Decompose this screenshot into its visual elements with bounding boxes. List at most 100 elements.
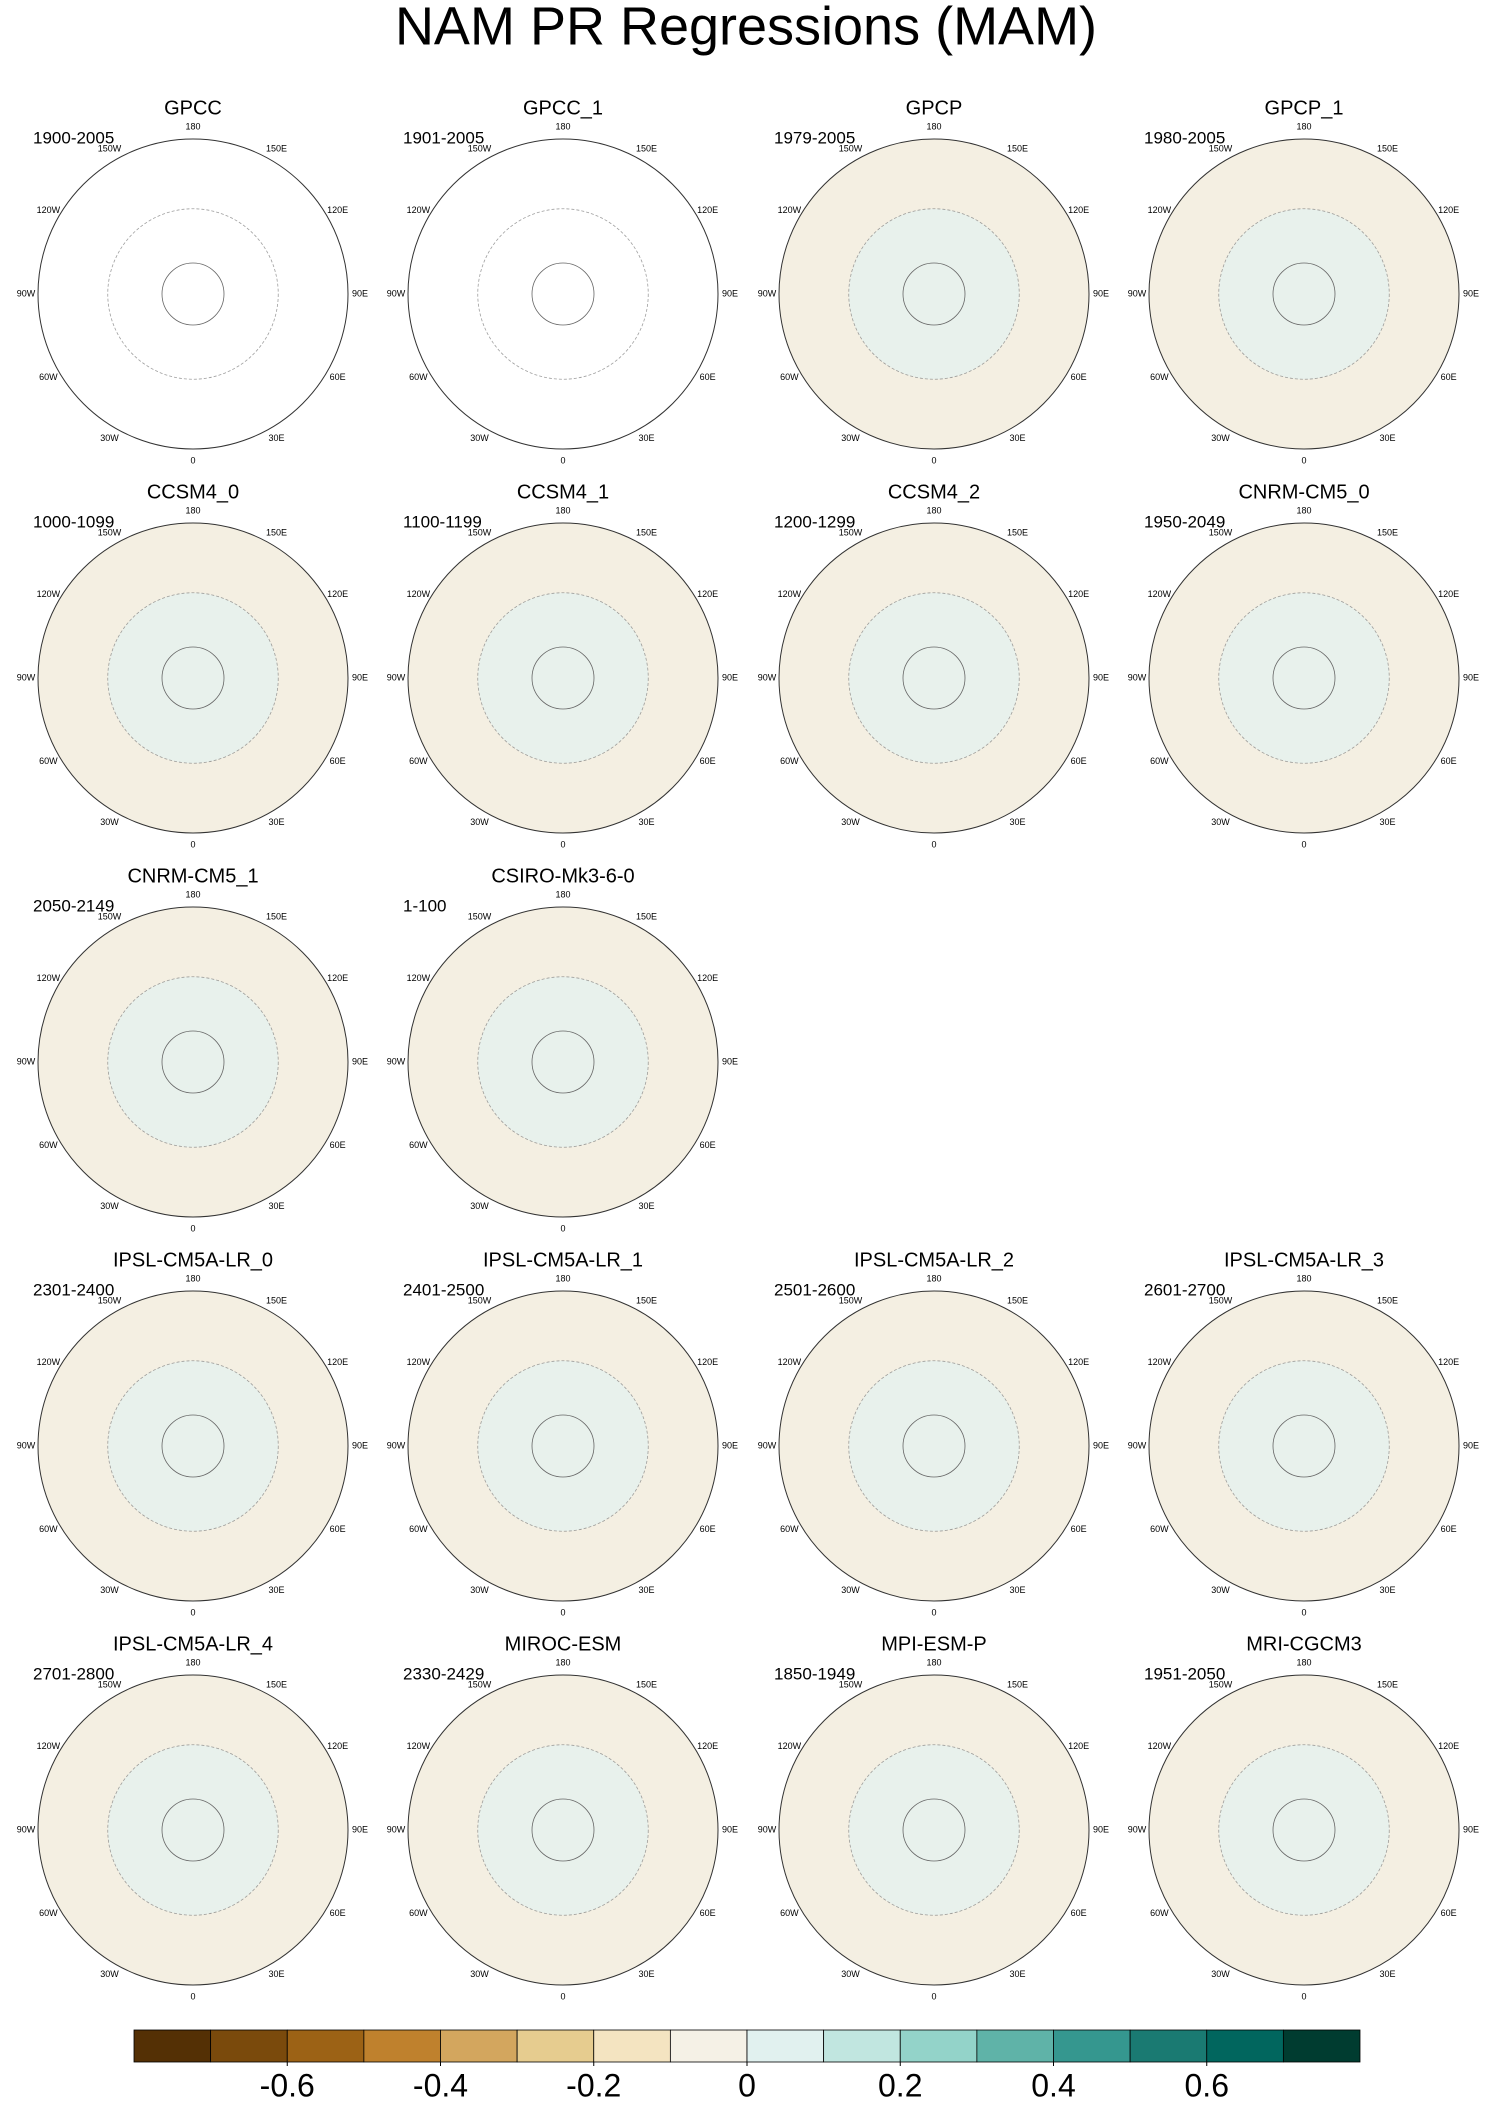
panel-period: 1901-2005: [403, 128, 484, 147]
lon-label: 60W: [780, 756, 799, 766]
lon-label: 90E: [722, 1056, 738, 1066]
lon-label: 60E: [1071, 756, 1087, 766]
lon-label: 60W: [39, 756, 58, 766]
panel-title: GPCC: [164, 97, 222, 119]
lon-label: 90E: [722, 1824, 738, 1834]
panel-period: 2301-2400: [33, 1280, 114, 1299]
map-panel: GPCC 1900-2005 180 150E 120E 90E 60E 30E 0 30W 60W…: [17, 97, 368, 465]
lon-label: 30W: [470, 817, 489, 827]
panel-title: IPSL-CM5A-LR_3: [1224, 1249, 1384, 1271]
map-pole: [902, 262, 966, 326]
lon-label: 120E: [1438, 205, 1459, 215]
map-pole: [161, 1798, 225, 1862]
panel-title: GPCC_1: [523, 97, 603, 119]
lon-label: 60E: [1441, 372, 1457, 382]
lon-label: 150E: [266, 144, 287, 154]
map-pole: [1272, 1798, 1336, 1862]
lon-label: 0: [931, 1607, 936, 1617]
lon-label: 60E: [1441, 1908, 1457, 1918]
colorbar-box: [440, 2029, 518, 2063]
lon-label: 30W: [100, 817, 119, 827]
lon-label: 180: [1296, 1273, 1311, 1283]
lon-label: 30E: [1379, 817, 1395, 827]
lon-label: 150E: [636, 1296, 657, 1306]
lon-label: 60E: [1441, 1524, 1457, 1534]
lon-label: 150E: [1377, 1296, 1398, 1306]
panel-title: IPSL-CM5A-LR_1: [483, 1249, 643, 1271]
lon-label: 30W: [841, 1585, 860, 1595]
colorbar-box: [976, 2029, 1054, 2063]
lon-label: 90E: [1463, 672, 1479, 682]
lon-label: 0: [560, 1223, 565, 1233]
lon-label: 60W: [39, 1140, 58, 1150]
lon-label: 90W: [17, 288, 36, 298]
map-panel: IPSL-CM5A-LR_0 2301-2400 180 150E 120E 90E 60E…: [17, 1249, 368, 1617]
lon-label: 60W: [409, 1908, 428, 1918]
panel-title: GPCP_1: [1265, 97, 1344, 119]
lon-label: 0: [560, 1991, 565, 2001]
lon-label: 120W: [37, 205, 61, 215]
map-pole: [531, 262, 595, 326]
map-panel: CNRM-CM5_0 1950-2049 180 150E 120E 90E 60E 30E 0…: [1128, 481, 1479, 849]
lon-label: 0: [931, 839, 936, 849]
lon-label: 180: [926, 1273, 941, 1283]
lon-label: 150W: [839, 1680, 863, 1690]
colorbar-box: [363, 2029, 441, 2063]
lon-label: 120E: [1068, 589, 1089, 599]
lon-label: 60E: [700, 1140, 716, 1150]
lon-label: 60E: [700, 372, 716, 382]
lon-label: 0: [1301, 1991, 1306, 2001]
lon-label: 180: [1296, 121, 1311, 131]
lon-label: 0: [190, 1607, 195, 1617]
lon-label: 60W: [39, 372, 58, 382]
lon-label: 90W: [1128, 1824, 1147, 1834]
lon-label: 30W: [100, 1969, 119, 1979]
lon-label: 180: [185, 1657, 200, 1667]
lon-label: 30W: [470, 433, 489, 443]
map-pole: [902, 1414, 966, 1478]
lon-label: 30E: [1009, 433, 1025, 443]
lon-label: 30E: [268, 817, 284, 827]
lon-label: 120E: [327, 1357, 348, 1367]
panel-title: MRI-CGCM3: [1246, 1633, 1362, 1655]
map-pole: [1272, 646, 1336, 710]
map-panel: CNRM-CM5_1 2050-2149 180 150E 120E 90E 60E 30E 0…: [17, 865, 368, 1233]
lon-label: 180: [185, 1273, 200, 1283]
lon-label: 90W: [1128, 1440, 1147, 1450]
lon-label: 120E: [1068, 205, 1089, 215]
map-pole: [161, 1030, 225, 1094]
lon-label: 30W: [100, 433, 119, 443]
map-latitude: [477, 1360, 649, 1532]
lon-label: 60E: [700, 1908, 716, 1918]
lon-label: 0: [931, 455, 936, 465]
lon-label: 30W: [470, 1585, 489, 1595]
lon-label: 30W: [841, 433, 860, 443]
colorbar-box: [746, 2029, 825, 2063]
lon-label: 90E: [1093, 288, 1109, 298]
panel-period: 2330-2429: [403, 1664, 484, 1683]
panel-period: 2701-2800: [33, 1664, 114, 1683]
lon-label: 90W: [17, 1056, 36, 1066]
colorbar-tick-label: -0.6: [260, 2067, 315, 2103]
lon-label: 90W: [758, 672, 777, 682]
lon-label: 90E: [1093, 1440, 1109, 1450]
lon-label: 0: [190, 1223, 195, 1233]
lon-label: 150W: [468, 528, 492, 538]
lon-label: 90W: [758, 1440, 777, 1450]
lon-label: 120E: [1068, 1357, 1089, 1367]
lon-label: 120W: [407, 205, 431, 215]
lon-label: 120E: [327, 205, 348, 215]
map-pole: [1272, 1414, 1336, 1478]
lon-label: 150E: [1007, 1680, 1028, 1690]
lon-label: 60E: [330, 1140, 346, 1150]
lon-label: 120W: [1148, 1741, 1172, 1751]
map-panel: IPSL-CM5A-LR_3 2601-2700 180 150E 120E 90E 60E…: [1128, 1249, 1479, 1617]
lon-label: 30E: [638, 433, 654, 443]
lon-label: 180: [555, 1273, 570, 1283]
lon-label: 120W: [1148, 205, 1172, 215]
lon-label: 150W: [839, 528, 863, 538]
panel-period: 2050-2149: [33, 896, 114, 915]
lon-label: 90E: [722, 288, 738, 298]
panel-period: 2501-2600: [774, 1280, 855, 1299]
map-latitude: [107, 976, 279, 1148]
